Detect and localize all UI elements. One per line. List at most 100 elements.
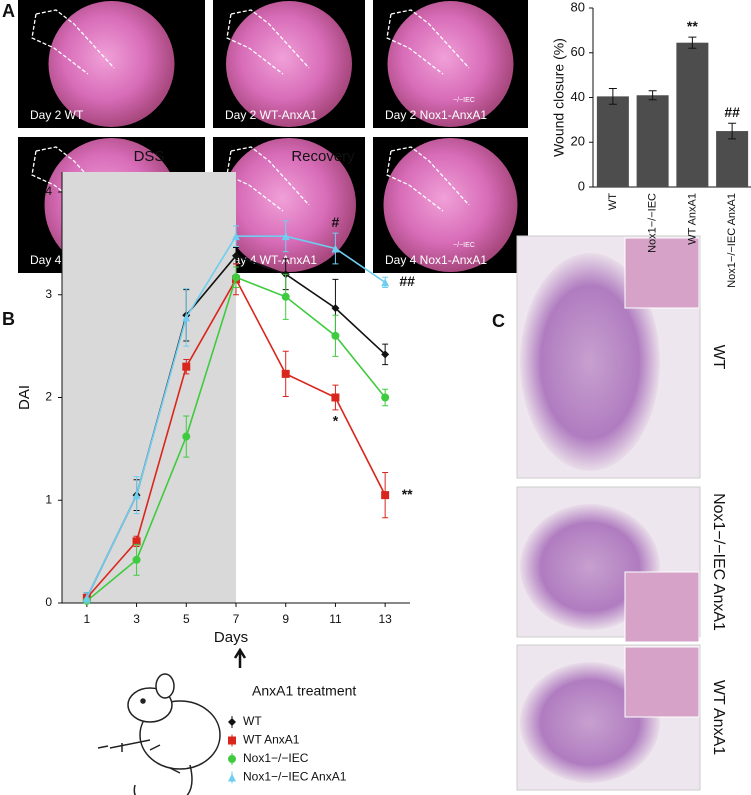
annotation: # bbox=[332, 214, 340, 230]
bar bbox=[716, 131, 749, 187]
marker bbox=[381, 491, 390, 500]
x-tick-label: 5 bbox=[183, 612, 190, 626]
x-tick-label: WT bbox=[607, 193, 619, 210]
error-bar bbox=[728, 122, 737, 140]
wound-outline bbox=[386, 146, 470, 212]
marker bbox=[331, 304, 340, 313]
marker bbox=[281, 292, 290, 301]
y-tick-label: 60 bbox=[571, 44, 585, 59]
error-bar bbox=[608, 88, 617, 105]
marker bbox=[82, 593, 91, 602]
y-axis-label: Wound closure (%) bbox=[551, 38, 567, 157]
marker bbox=[281, 369, 290, 378]
histology-panel: WT Nox1−/−IEC AnxA1 WT AnxA1 bbox=[516, 235, 727, 791]
marker bbox=[182, 313, 191, 322]
wound-outline bbox=[31, 9, 115, 75]
panel-label: B bbox=[2, 309, 15, 329]
photo-label: Day 4 WT-AnxA1 bbox=[225, 253, 317, 267]
shaded-region bbox=[62, 172, 236, 603]
histology-label: WT AnxA1 bbox=[710, 680, 727, 755]
marker bbox=[331, 393, 340, 402]
region-label: DSS bbox=[134, 148, 165, 165]
marker bbox=[232, 251, 240, 260]
y-tick-label: 3 bbox=[45, 287, 52, 301]
legend-marker bbox=[228, 718, 236, 726]
error-bar bbox=[688, 36, 697, 49]
x-tick-label: 11 bbox=[329, 612, 342, 626]
y-axis-label: DAI bbox=[16, 385, 33, 410]
treatment-label: AnxA1 treatment bbox=[252, 683, 356, 699]
photo-label: Day 2 WT bbox=[30, 108, 84, 122]
x-tick-label: 7 bbox=[233, 612, 240, 626]
wound-outline bbox=[386, 9, 470, 75]
endoscopy-image bbox=[222, 138, 356, 272]
y-tick-label: 2 bbox=[45, 390, 52, 404]
x-tick-label: Nox1−/−IEC AnxA1 bbox=[726, 193, 738, 288]
x-axis-label: Days bbox=[214, 629, 248, 646]
photo-superscript: −/−IEC bbox=[453, 97, 475, 104]
annotation: ** bbox=[402, 486, 413, 502]
marker bbox=[331, 244, 340, 253]
inset bbox=[624, 571, 700, 643]
x-tick-label: Nox1−/−IEC bbox=[647, 193, 659, 253]
endoscopy-image bbox=[387, 1, 514, 127]
legend-label: Nox1−/−IEC bbox=[243, 751, 309, 765]
y-tick-label: 0 bbox=[578, 178, 585, 193]
marker bbox=[381, 278, 390, 287]
inset bbox=[624, 237, 700, 309]
endoscopy-image bbox=[48, 1, 175, 127]
x-tick-label: 13 bbox=[378, 612, 392, 626]
inset bbox=[624, 646, 700, 718]
legend-label: WT bbox=[243, 714, 262, 728]
bar bbox=[676, 42, 709, 188]
legend-marker bbox=[228, 736, 236, 745]
wound-outline bbox=[226, 146, 310, 212]
treatment-arrow bbox=[233, 647, 247, 668]
marker bbox=[132, 555, 141, 564]
x-tick-label: WT AnxA1 bbox=[686, 193, 698, 245]
legend-marker bbox=[228, 773, 236, 782]
photo-label: Day 4 Nox1-AnxA1 bbox=[385, 253, 487, 267]
wound-outline bbox=[226, 9, 310, 75]
photo-label: Day 2 WT-AnxA1 bbox=[225, 108, 317, 122]
photo-superscript: −/−IEC bbox=[453, 242, 475, 249]
panel-label: C bbox=[492, 311, 505, 331]
annotation: ## bbox=[724, 104, 740, 120]
marker bbox=[132, 491, 141, 500]
marker bbox=[182, 362, 191, 371]
y-tick-label: 80 bbox=[571, 0, 585, 14]
marker bbox=[381, 350, 390, 359]
bar bbox=[636, 95, 669, 187]
y-tick-label: 1 bbox=[45, 492, 52, 506]
photo-label: Day 2 Nox1-AnxA1 bbox=[385, 108, 487, 122]
marker bbox=[132, 537, 141, 546]
y-tick-label: 40 bbox=[571, 89, 585, 104]
histology-label: WT bbox=[710, 345, 727, 370]
marker bbox=[182, 432, 191, 441]
panel-label: A bbox=[2, 1, 15, 21]
y-tick-label: 0 bbox=[45, 595, 52, 609]
annotation: * bbox=[333, 413, 339, 429]
region-label: Recovery bbox=[291, 148, 355, 165]
legend-label: Nox1−/−IEC AnxA1 bbox=[243, 770, 347, 784]
legend-label: WT AnxA1 bbox=[243, 733, 300, 747]
legend-marker bbox=[228, 755, 236, 763]
annotation: ## bbox=[399, 273, 415, 289]
marker bbox=[381, 393, 390, 402]
x-tick-label: 9 bbox=[282, 612, 289, 626]
annotation: ** bbox=[687, 18, 698, 34]
marker bbox=[281, 232, 290, 241]
endoscopy-image bbox=[226, 1, 352, 127]
endoscopy-image bbox=[383, 138, 518, 272]
error-bar bbox=[648, 90, 657, 101]
marker bbox=[232, 232, 240, 241]
mouse-illustration bbox=[97, 673, 221, 795]
marker bbox=[232, 273, 240, 282]
bar bbox=[596, 96, 629, 187]
histology-label: Nox1−/−IEC AnxA1 bbox=[710, 493, 727, 631]
y-tick-label: 20 bbox=[571, 134, 585, 149]
y-tick-label: 4 bbox=[45, 184, 52, 198]
x-tick-label: 1 bbox=[84, 612, 91, 626]
marker bbox=[331, 331, 340, 340]
